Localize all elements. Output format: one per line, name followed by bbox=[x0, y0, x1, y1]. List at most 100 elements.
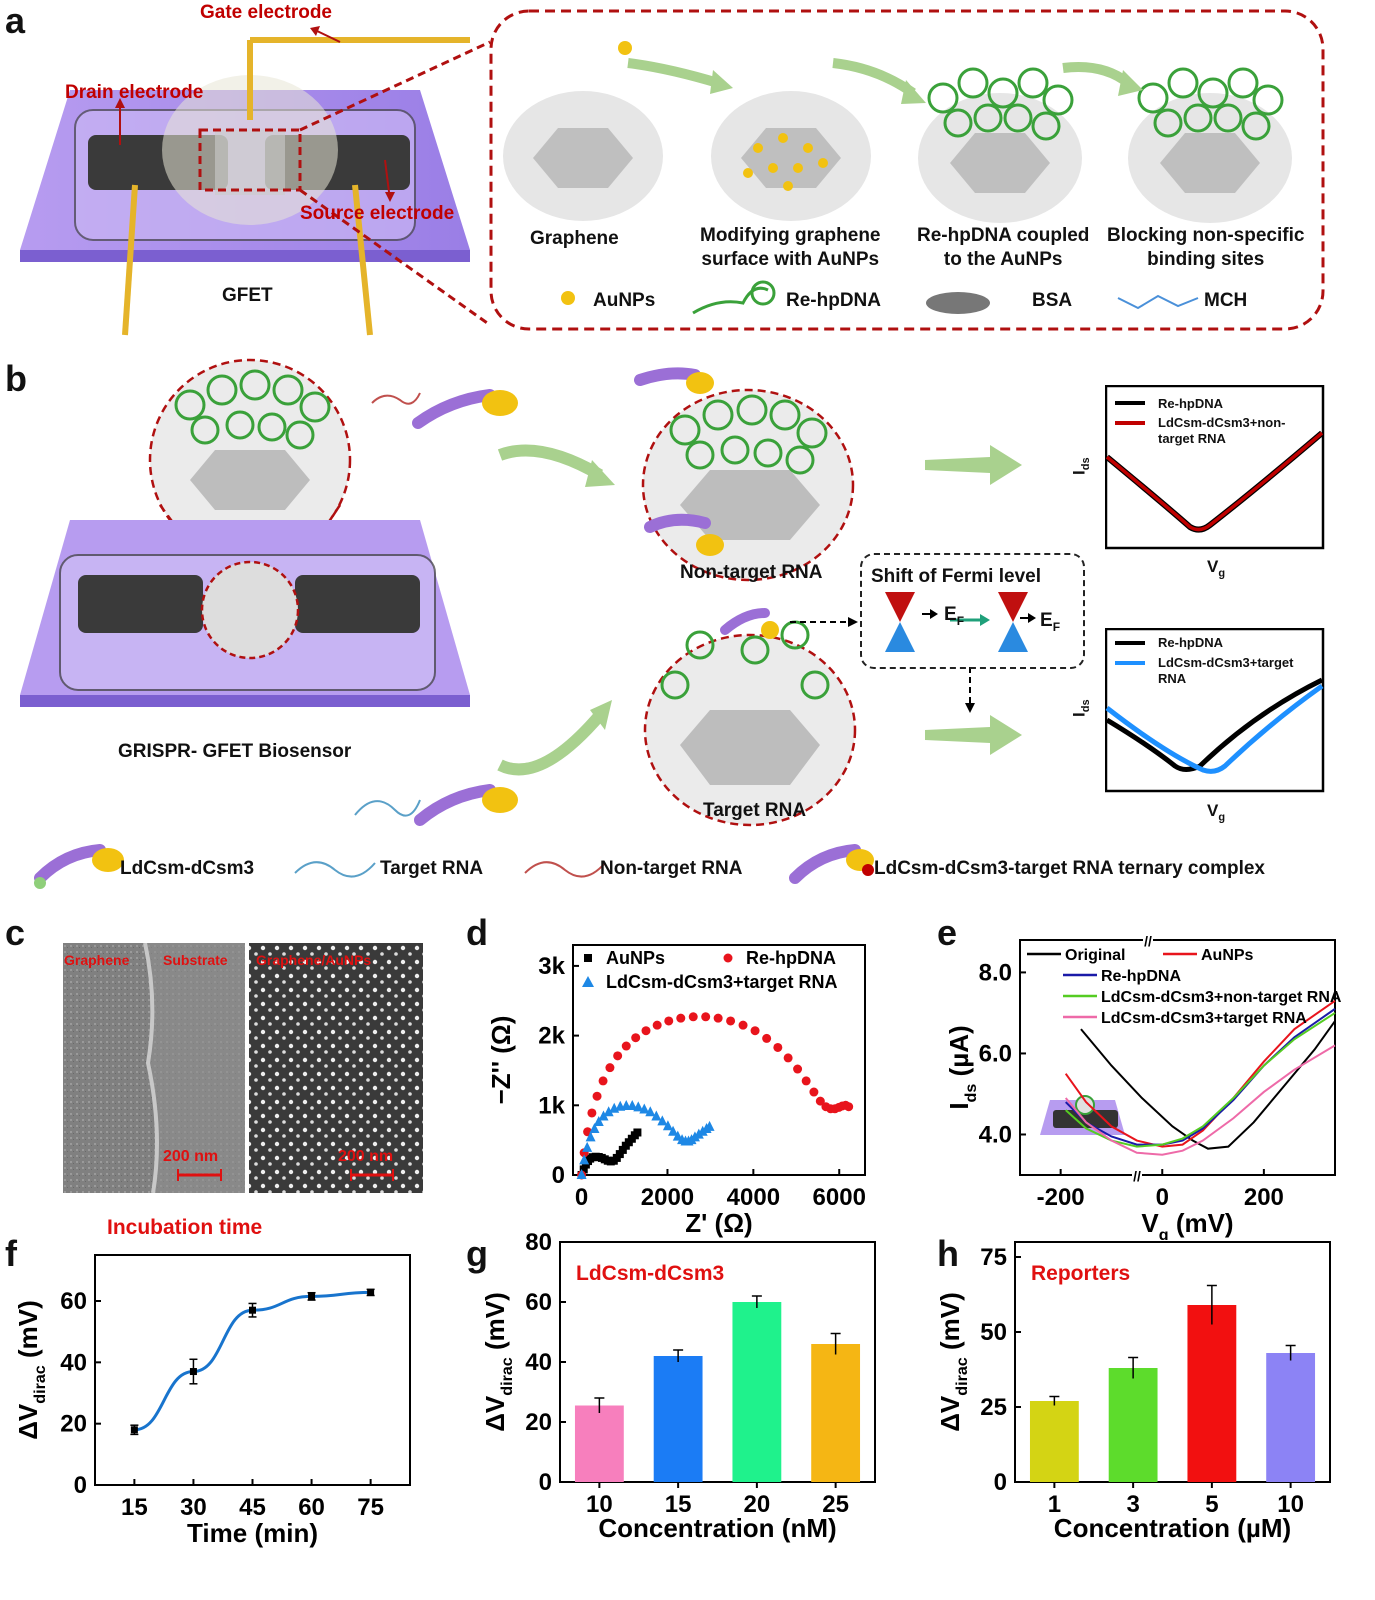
legend-label: Original bbox=[1065, 947, 1125, 964]
transfer-plot-nontarget bbox=[1105, 385, 1325, 550]
data-point-rehpdna bbox=[613, 1051, 623, 1061]
y-axis-label: Ids (µA) bbox=[944, 1025, 980, 1109]
data-point-target bbox=[585, 1131, 596, 1142]
y-axis-label: ΔVdirac (mV) bbox=[935, 1292, 971, 1432]
x-tick-label: 0 bbox=[575, 1184, 588, 1211]
y-axis-label: ΔVdirac (mV) bbox=[480, 1292, 516, 1432]
fermi-shift-title: Shift of Fermi level bbox=[871, 566, 1041, 587]
sem-substrate-label: Substrate bbox=[163, 952, 228, 968]
x-tick-label: -200 bbox=[1037, 1184, 1085, 1211]
data-point-rehpdna bbox=[652, 1020, 662, 1030]
plot1-ids-letter: I bbox=[1069, 470, 1089, 475]
x-tick-label: 6000 bbox=[813, 1184, 866, 1211]
panel-label-c: c bbox=[5, 912, 26, 953]
y-tick-label: 3k bbox=[538, 953, 565, 980]
x-axis-label: Vg (mV) bbox=[1141, 1208, 1233, 1240]
data-point-rehpdna bbox=[598, 1076, 608, 1086]
biosensor-caption: GRISPR- GFET Biosensor bbox=[118, 741, 352, 762]
legend-ldcsm-label: LdCsm-dCsm3 bbox=[120, 858, 255, 879]
panel-g-annotation: LdCsm-dCsm3 bbox=[576, 1262, 724, 1285]
plot2-ids-label: Ids bbox=[1070, 699, 1092, 717]
data-point-aunps bbox=[579, 1165, 588, 1174]
transfer-plot-target bbox=[1105, 628, 1325, 793]
legend-label: LdCsm-dCsm3+target RNA bbox=[606, 972, 838, 992]
x-axis-label: Concentration (nM) bbox=[598, 1513, 836, 1543]
plot1-vg-letter: V bbox=[1207, 557, 1219, 576]
data-point bbox=[308, 1292, 316, 1300]
x-tick-label: 75 bbox=[357, 1494, 384, 1521]
data-point-rehpdna bbox=[587, 1108, 597, 1118]
legend-nontarget-rna-label: Non-target RNA bbox=[600, 858, 743, 879]
legend-label: Re-hpDNA bbox=[1101, 968, 1181, 985]
panel-label-a: a bbox=[5, 0, 26, 41]
fabrication-steps-box bbox=[489, 9, 1325, 331]
panel-label-g: g bbox=[466, 1233, 488, 1274]
x-tick-label: 4000 bbox=[727, 1184, 780, 1211]
x-tick-label: 20 bbox=[744, 1491, 771, 1518]
panel-label-h: h bbox=[937, 1233, 959, 1274]
legend-label: AuNPs bbox=[606, 948, 665, 968]
plot-frame bbox=[572, 944, 866, 1176]
legend-aunps-label: AuNPs bbox=[593, 290, 656, 311]
panel-label-e: e bbox=[937, 912, 958, 953]
x-tick-label: 45 bbox=[239, 1494, 266, 1521]
legend-ternary-complex-label: LdCsm-dCsm3-target RNA ternary complex bbox=[874, 858, 1265, 879]
sem-scale-2: 200 nm bbox=[338, 1148, 394, 1165]
bar bbox=[1266, 1353, 1316, 1482]
data-point-rehpdna bbox=[641, 1026, 651, 1036]
plot2-ids-letter: I bbox=[1069, 712, 1089, 717]
axis-break-top-mark: // bbox=[1144, 933, 1152, 949]
data-point-target bbox=[662, 1120, 673, 1131]
data-point-target bbox=[589, 1123, 600, 1133]
plot1-legend-1: Re-hpDNA bbox=[1158, 396, 1223, 411]
ef-sub-1: F bbox=[956, 613, 965, 628]
source-electrode-label: Source electrode bbox=[300, 203, 455, 224]
legend-label: LdCsm-dCsm3+non-target RNA bbox=[1101, 989, 1342, 1006]
bar bbox=[1187, 1305, 1237, 1482]
y-tick-label: 20 bbox=[60, 1411, 87, 1438]
bar bbox=[1029, 1401, 1079, 1482]
legend-label: Re-hpDNA bbox=[746, 948, 836, 968]
series-line-0 bbox=[1080, 1020, 1336, 1150]
data-point-rehpdna bbox=[713, 1013, 723, 1023]
plot2-vg-letter: V bbox=[1207, 801, 1219, 820]
y-tick-label: 25 bbox=[980, 1394, 1007, 1421]
fermi-ef-label-1: EF bbox=[944, 604, 964, 628]
ef-sub-2: F bbox=[1052, 619, 1061, 634]
data-point-target bbox=[598, 1110, 609, 1121]
x-tick-label: 10 bbox=[1277, 1491, 1304, 1518]
biosensor-illustration bbox=[20, 358, 1022, 827]
transfer-curves-chart: -200 0 200 4.0 6.0 8.0 // // Vg (mV) Ids (µA) Orig… bbox=[944, 933, 1342, 1240]
plot1-ids-sub: ds bbox=[1079, 457, 1092, 471]
series-line-4 bbox=[1064, 1044, 1336, 1156]
fit-curve bbox=[134, 1290, 371, 1432]
x-tick-label: 200 bbox=[1244, 1184, 1284, 1211]
y-tick-label: 80 bbox=[525, 1232, 552, 1256]
y-tick-label: 4.0 bbox=[979, 1121, 1012, 1148]
panel-b-legend-icons bbox=[34, 844, 874, 889]
plot2-vg-label: Vg bbox=[1207, 801, 1225, 823]
x-tick-label: 2000 bbox=[641, 1184, 694, 1211]
y-tick-label: 75 bbox=[980, 1244, 1007, 1271]
data-point-rehpdna bbox=[773, 1042, 783, 1052]
fermi-ef-label-2: EF bbox=[1040, 610, 1060, 634]
series-line-3 bbox=[1065, 1012, 1336, 1148]
data-point-target bbox=[651, 1110, 662, 1121]
plot-frame bbox=[94, 1254, 411, 1486]
y-tick-label: 6.0 bbox=[979, 1040, 1012, 1067]
data-point bbox=[367, 1288, 375, 1296]
y-axis-label: −Z'' (Ω) bbox=[486, 1016, 516, 1105]
data-point bbox=[189, 1368, 197, 1376]
plot1-vg-sub: g bbox=[1218, 567, 1226, 580]
x-tick-label: 10 bbox=[586, 1491, 613, 1518]
axis-break-top bbox=[1143, 934, 1153, 946]
data-point-rehpdna bbox=[726, 1016, 736, 1026]
y-axis-label: ΔVdirac (mV) bbox=[15, 1300, 49, 1440]
plot1-legend-2: LdCsm-dCsm3+non- target RNA bbox=[1158, 415, 1286, 446]
plot1-vg-label: Vg bbox=[1207, 557, 1225, 579]
y-tick-label: 20 bbox=[525, 1409, 552, 1436]
plot2-vg-sub: g bbox=[1218, 811, 1226, 824]
data-point-target bbox=[704, 1120, 715, 1131]
y-tick-label: 0 bbox=[552, 1162, 565, 1189]
